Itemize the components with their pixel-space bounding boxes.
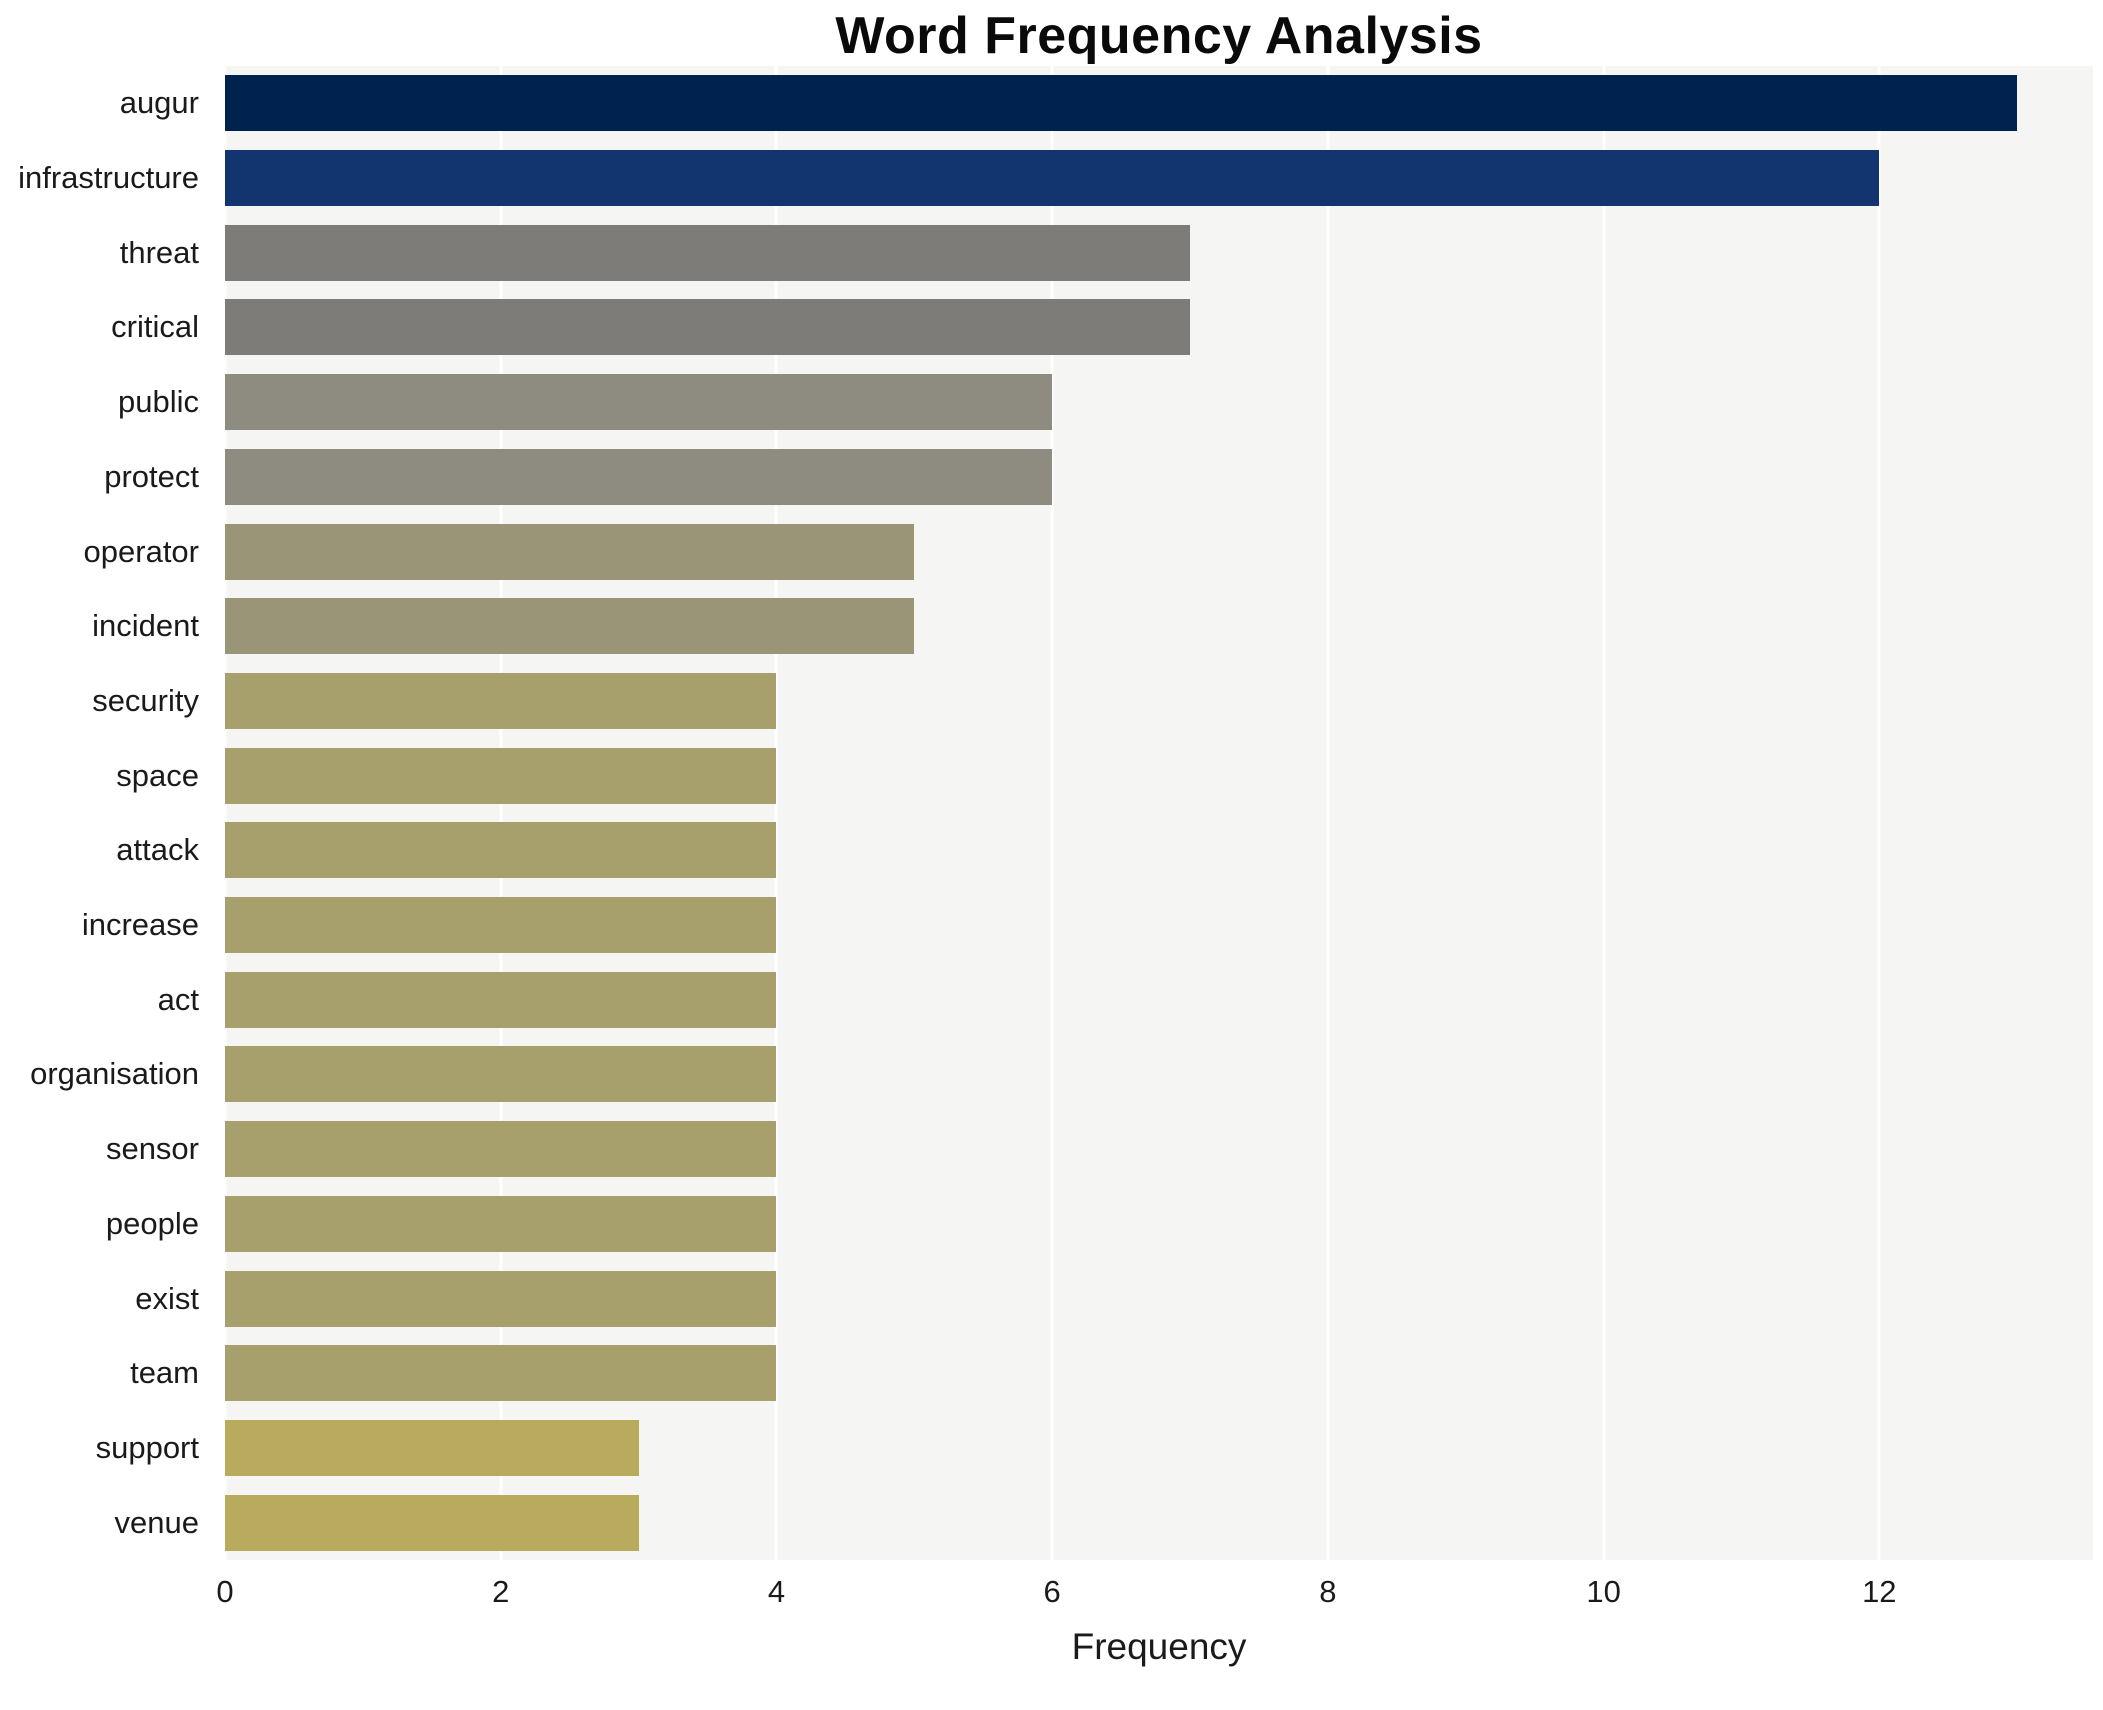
bar-row xyxy=(225,365,2093,440)
gridline xyxy=(1050,66,1054,1560)
bar-organisation xyxy=(225,1046,777,1103)
bar-increase xyxy=(225,897,777,954)
y-tick-label: exist xyxy=(135,1280,199,1316)
bar-venue xyxy=(225,1494,639,1551)
y-tick-label: operator xyxy=(83,533,199,569)
x-tick-label: 0 xyxy=(216,1574,234,1609)
bar-row xyxy=(225,1261,2093,1336)
bar-row xyxy=(225,589,2093,664)
y-tick-label: support xyxy=(95,1429,199,1465)
gridline xyxy=(223,66,227,1560)
bar-support xyxy=(225,1419,639,1476)
bar-row xyxy=(225,440,2093,515)
gridline xyxy=(1877,66,1881,1560)
y-tick-label: incident xyxy=(92,608,199,644)
bar-row xyxy=(225,1187,2093,1262)
bar-row xyxy=(225,514,2093,589)
bar-row xyxy=(225,66,2093,141)
bar-threat xyxy=(225,224,1191,281)
bar-row xyxy=(225,813,2093,888)
y-tick-label: protect xyxy=(104,458,199,494)
bar-infrastructure xyxy=(225,150,1880,207)
bar-incident xyxy=(225,598,915,655)
bar-operator xyxy=(225,523,915,580)
x-tick-label: 6 xyxy=(1043,1574,1061,1609)
x-tick-label: 2 xyxy=(492,1574,510,1609)
x-axis-ticks: 0 2 4 6 8 10 12 xyxy=(216,1560,2093,1610)
bar-people xyxy=(225,1195,777,1252)
bar-act xyxy=(225,971,777,1028)
bar-row xyxy=(225,738,2093,813)
bar-row xyxy=(225,1037,2093,1112)
bar-space xyxy=(225,747,777,804)
y-tick-label: organisation xyxy=(30,1056,199,1092)
y-tick-label: act xyxy=(157,981,199,1017)
y-tick-label: security xyxy=(92,682,199,718)
bar-row xyxy=(225,1485,2093,1560)
bar-security xyxy=(225,672,777,729)
bar-augur xyxy=(225,75,2018,132)
y-tick-label: critical xyxy=(111,309,199,345)
bar-row xyxy=(225,888,2093,963)
y-tick-label: attack xyxy=(116,832,199,868)
y-tick-label: threat xyxy=(119,234,199,270)
x-tick-label: 8 xyxy=(1319,1574,1337,1609)
y-tick-label: augur xyxy=(119,85,199,121)
y-tick-label: space xyxy=(116,757,199,793)
bar-row xyxy=(225,1336,2093,1411)
y-tick-label: infrastructure xyxy=(18,160,199,196)
bar-attack xyxy=(225,822,777,879)
x-axis-title: Frequency xyxy=(1071,1626,1247,1667)
gridline xyxy=(499,66,503,1560)
bar-exist xyxy=(225,1270,777,1327)
bar-row xyxy=(225,664,2093,739)
bar-team xyxy=(225,1345,777,1402)
gridline xyxy=(774,66,778,1560)
bar-row xyxy=(225,290,2093,365)
bar-row xyxy=(225,141,2093,216)
y-tick-label: team xyxy=(130,1355,199,1391)
y-tick-label: people xyxy=(105,1205,199,1241)
gridline xyxy=(1602,66,1606,1560)
y-tick-label: increase xyxy=(81,907,199,943)
y-tick-label: public xyxy=(118,384,199,420)
bar-row xyxy=(225,1112,2093,1187)
gridline xyxy=(1326,66,1330,1560)
x-tick-label: 12 xyxy=(1862,1574,1897,1609)
y-axis-labels: augur infrastructure threat critical public p… xyxy=(0,66,213,1560)
bar-row xyxy=(225,1411,2093,1486)
y-tick-label: sensor xyxy=(105,1131,199,1167)
chart-title: Word Frequency Analysis xyxy=(835,7,1483,65)
bar-sensor xyxy=(225,1121,777,1178)
bar-row xyxy=(225,962,2093,1037)
x-tick-label: 4 xyxy=(767,1574,786,1609)
bar-row xyxy=(225,215,2093,290)
plot-area xyxy=(223,66,2093,1560)
bar-protect xyxy=(225,448,1053,505)
y-tick-label: venue xyxy=(114,1504,199,1540)
bar-critical xyxy=(225,299,1191,356)
x-tick-label: 10 xyxy=(1586,1574,1621,1609)
bar-public xyxy=(225,374,1053,431)
